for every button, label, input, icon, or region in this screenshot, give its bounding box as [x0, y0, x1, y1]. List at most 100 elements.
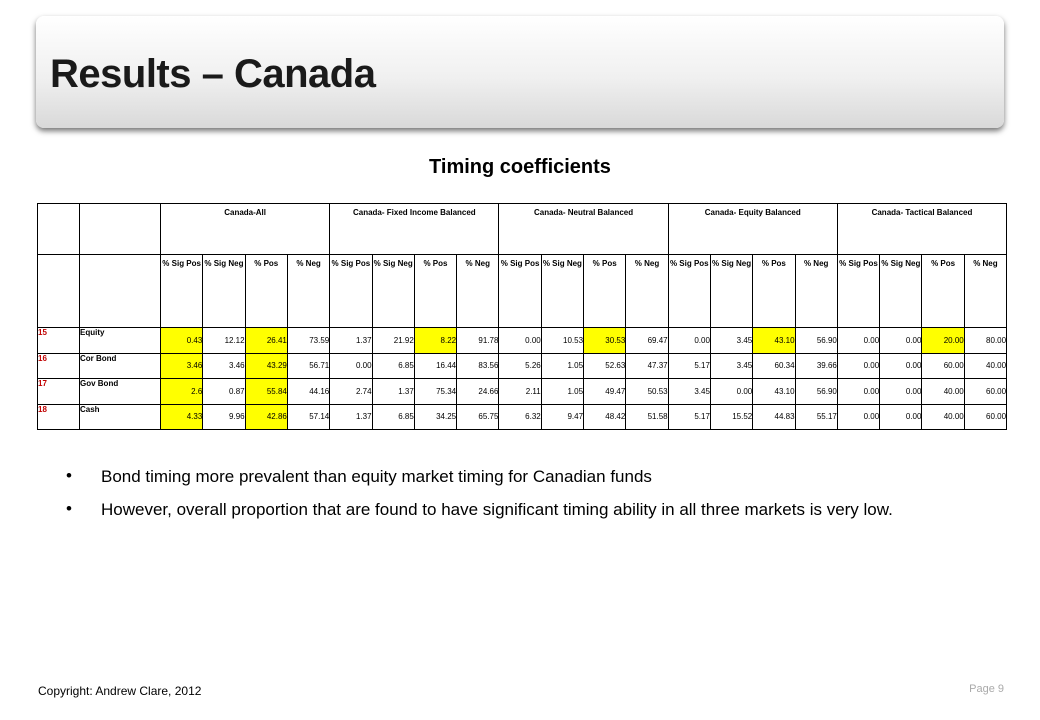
blank-header-cell	[37, 203, 80, 255]
table-cell: 1.37	[371, 378, 415, 405]
table-cell: 73.59	[286, 327, 331, 354]
table-cell: 50.53	[625, 378, 669, 405]
bullet-marker: •	[66, 466, 72, 485]
table-cell: 39.66	[794, 352, 838, 379]
table-cell: 6.85	[371, 352, 415, 379]
table-cell: 91.78	[456, 327, 500, 354]
table-cell: 9.96	[202, 403, 246, 430]
table-row: 15 Equity 0.43 12.12 26.41 73.59 1.37 21.92 8.22…	[37, 327, 1008, 354]
table-cell: 55.17	[794, 403, 838, 430]
subheader-cell: % Pos	[752, 254, 796, 328]
table-cell: 34.25	[413, 403, 458, 430]
table-cell: 1.05	[540, 378, 585, 405]
blank-header-cell	[79, 203, 161, 255]
group-header: Canada- Equity Balanced	[667, 203, 838, 255]
table-cell: 3.46	[202, 352, 246, 379]
row-number: 15	[37, 327, 80, 354]
table-cell: 0.00	[709, 378, 754, 405]
bullet-text: Bond timing more prevalent than equity m…	[101, 467, 652, 486]
subheader-row: % Sig Pos% Sig Neg% Pos% Neg% Sig Pos% S…	[37, 254, 1008, 328]
table-cell: 52.63	[583, 352, 627, 379]
table-cell: 6.85	[371, 403, 415, 430]
table-cell: 1.37	[329, 403, 373, 430]
table-cell: 56.90	[794, 378, 838, 405]
subheader-cell: % Pos	[413, 254, 458, 328]
table-cell: 42.86	[244, 403, 288, 430]
subheader-cell: % Neg	[625, 254, 669, 328]
bullet-text: However, overall proportion that are fou…	[101, 500, 893, 519]
table-cell: 10.53	[540, 327, 585, 354]
page-number: Page 9	[969, 683, 1004, 695]
table-cell: 0.00	[836, 378, 881, 405]
page-title: Results – Canada	[50, 52, 376, 96]
subheader-cell: % Sig Neg	[540, 254, 585, 328]
row-label: Equity	[79, 327, 161, 354]
table-cell: 9.47	[540, 403, 585, 430]
table-cell: 0.00	[879, 403, 923, 430]
group-header: Canada- Tactical Balanced	[836, 203, 1008, 255]
subheader-cell: % Sig Pos	[836, 254, 881, 328]
table-cell: 0.87	[202, 378, 246, 405]
table-cell: 0.00	[879, 327, 923, 354]
bullet-marker: •	[66, 499, 72, 518]
subheader-cell: % Sig Neg	[879, 254, 923, 328]
table-cell: 2.6	[159, 378, 204, 405]
subheader-cell: % Pos	[921, 254, 965, 328]
table-cell: 60.00	[921, 352, 965, 379]
table-cell: 30.53	[583, 327, 627, 354]
subheader-cell: % Neg	[794, 254, 838, 328]
blank-header-cell	[37, 254, 80, 328]
subheader-cell: % Sig Neg	[371, 254, 415, 328]
table-cell: 43.10	[752, 327, 796, 354]
table-cell: 60.00	[963, 403, 1008, 430]
table-cell: 8.22	[413, 327, 458, 354]
row-number: 18	[37, 403, 80, 430]
subheader-cell: % Neg	[456, 254, 500, 328]
timing-coefficients-table: Canada-All Canada- Fixed Income Balanced…	[37, 203, 1008, 430]
row-label: Cash	[79, 403, 161, 430]
table-cell: 0.00	[836, 352, 881, 379]
table-cell: 5.26	[498, 352, 542, 379]
table-cell: 0.00	[498, 327, 542, 354]
table-cell: 40.00	[921, 403, 965, 430]
table-cell: 15.52	[709, 403, 754, 430]
table-cell: 5.17	[667, 403, 711, 430]
table-cell: 80.00	[963, 327, 1008, 354]
table-cell: 24.66	[456, 378, 500, 405]
table-cell: 55.84	[244, 378, 288, 405]
table-cell: 44.16	[286, 378, 331, 405]
row-label: Gov Bond	[79, 378, 161, 405]
table-cell: 16.44	[413, 352, 458, 379]
table-cell: 75.34	[413, 378, 458, 405]
table-cell: 21.92	[371, 327, 415, 354]
title-banner: Results – Canada	[36, 16, 1004, 128]
group-header: Canada- Fixed Income Balanced	[329, 203, 500, 255]
bullet-item: • However, overall proportion that are fo…	[66, 499, 946, 521]
row-label: Cor Bond	[79, 352, 161, 379]
table-cell: 43.29	[244, 352, 288, 379]
table-cell: 40.00	[963, 352, 1008, 379]
table-cell: 49.47	[583, 378, 627, 405]
row-number: 16	[37, 352, 80, 379]
table-cell: 3.46	[159, 352, 204, 379]
subheader-cell: % Sig Pos	[498, 254, 542, 328]
table-cell: 1.37	[329, 327, 373, 354]
table-cell: 0.43	[159, 327, 204, 354]
blank-header-cell	[79, 254, 161, 328]
table-cell: 56.71	[286, 352, 331, 379]
table-cell: 43.10	[752, 378, 796, 405]
table-cell: 65.75	[456, 403, 500, 430]
table-cell: 0.00	[879, 352, 923, 379]
table-cell: 0.00	[836, 327, 881, 354]
table-cell: 83.56	[456, 352, 500, 379]
subheader-cell: % Sig Pos	[667, 254, 711, 328]
table-cell: 44.83	[752, 403, 796, 430]
table-cell: 60.34	[752, 352, 796, 379]
table-cell: 2.74	[329, 378, 373, 405]
subheader-cell: % Sig Pos	[329, 254, 373, 328]
table-cell: 40.00	[921, 378, 965, 405]
table-cell: 48.42	[583, 403, 627, 430]
subheader-cell: % Sig Pos	[159, 254, 204, 328]
table-cell: 60.00	[963, 378, 1008, 405]
table-cell: 51.58	[625, 403, 669, 430]
